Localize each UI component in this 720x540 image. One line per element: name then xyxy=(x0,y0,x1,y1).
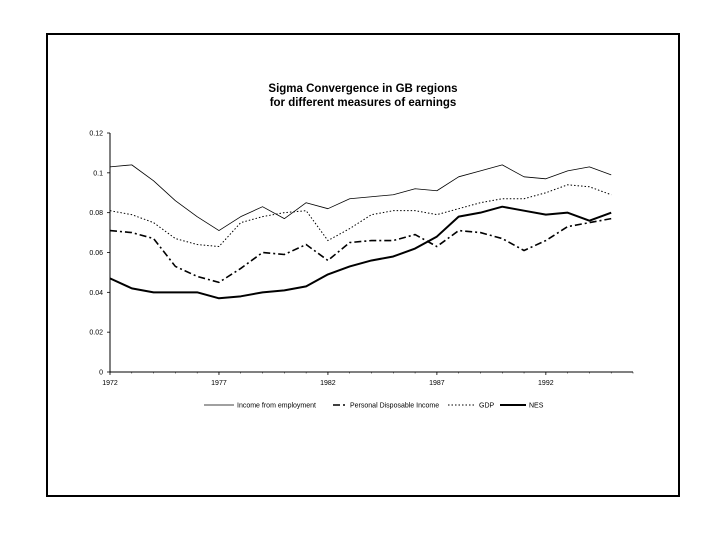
y-tick-label: 0.12 xyxy=(89,131,103,138)
y-tick-label: 0.04 xyxy=(89,290,103,297)
x-tick-label: 1977 xyxy=(211,380,227,387)
y-tick-label: 0.02 xyxy=(89,330,103,337)
chart-frame: Sigma Convergence in GB regions for diff… xyxy=(46,33,680,497)
x-tick-label: 1982 xyxy=(320,380,336,387)
y-tick-label: 0.08 xyxy=(89,210,103,217)
series-line-income-from-employment xyxy=(109,164,612,231)
series-line-nes xyxy=(109,205,612,300)
legend-label: Personal Disposable Income xyxy=(350,403,439,410)
legend-label: Income from employment xyxy=(237,403,316,410)
series-line-gdp xyxy=(109,184,612,248)
axes: 0 0.02 0.04 0.06 0.08 0.1 0.12 1972 1977 1982 1987… xyxy=(89,131,634,387)
x-tick-label: 1987 xyxy=(429,380,445,387)
x-tick-label: 1992 xyxy=(538,380,554,387)
legend-label: NES xyxy=(529,403,544,410)
line-chart: Sigma Convergence in GB regions for diff… xyxy=(89,83,634,410)
series-line-personal-disposable-income xyxy=(109,217,612,284)
chart-title-line-2: for different measures of earnings xyxy=(270,97,457,109)
legend-label: GDP xyxy=(479,403,495,410)
y-tick-label: 0 xyxy=(99,370,103,377)
y-tick-label: 0.1 xyxy=(93,170,103,177)
x-tick-label: 1972 xyxy=(102,380,118,387)
chart-title-line-1: Sigma Convergence in GB regions xyxy=(268,83,457,95)
y-tick-label: 0.06 xyxy=(89,250,103,257)
series-group xyxy=(109,164,612,300)
legend: Income from employment Personal Disposabl… xyxy=(204,403,544,410)
